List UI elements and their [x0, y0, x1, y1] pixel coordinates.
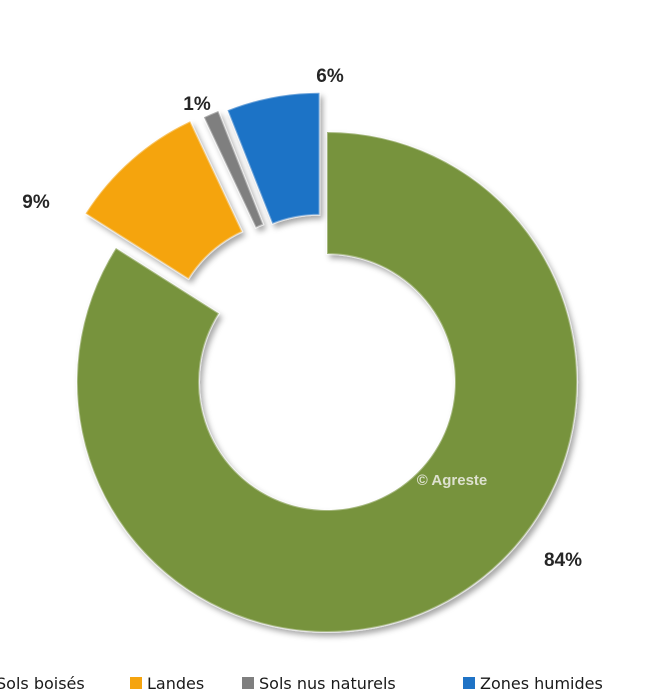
slice-landes	[84, 119, 244, 281]
data-label-sols-nus-naturels: 1%	[183, 94, 211, 115]
legend: Sols boisés Landes Sols nus naturels Zon…	[0, 674, 603, 693]
legend-label-landes: Landes	[147, 674, 204, 693]
slice-zones-humides	[226, 91, 321, 225]
slice-sols-nus-naturels	[202, 109, 265, 229]
legend-label-sols-nus-naturels: Sols nus naturels	[259, 674, 396, 693]
legend-label-sols-boises: Sols boisés	[0, 674, 85, 693]
data-label-landes: 9%	[22, 192, 50, 213]
legend-label-zones-humides: Zones humides	[480, 674, 603, 693]
watermark-text: © Agreste	[417, 472, 488, 489]
slice-sols-boises	[76, 130, 578, 633]
chart-slices	[76, 91, 578, 633]
legend-swatch-sols-nus-naturels	[242, 677, 254, 689]
data-label-zones-humides: 6%	[316, 66, 344, 87]
data-label-sols-boises: 84%	[544, 550, 582, 571]
legend-swatch-zones-humides	[463, 677, 475, 689]
legend-swatch-landes	[130, 677, 142, 689]
